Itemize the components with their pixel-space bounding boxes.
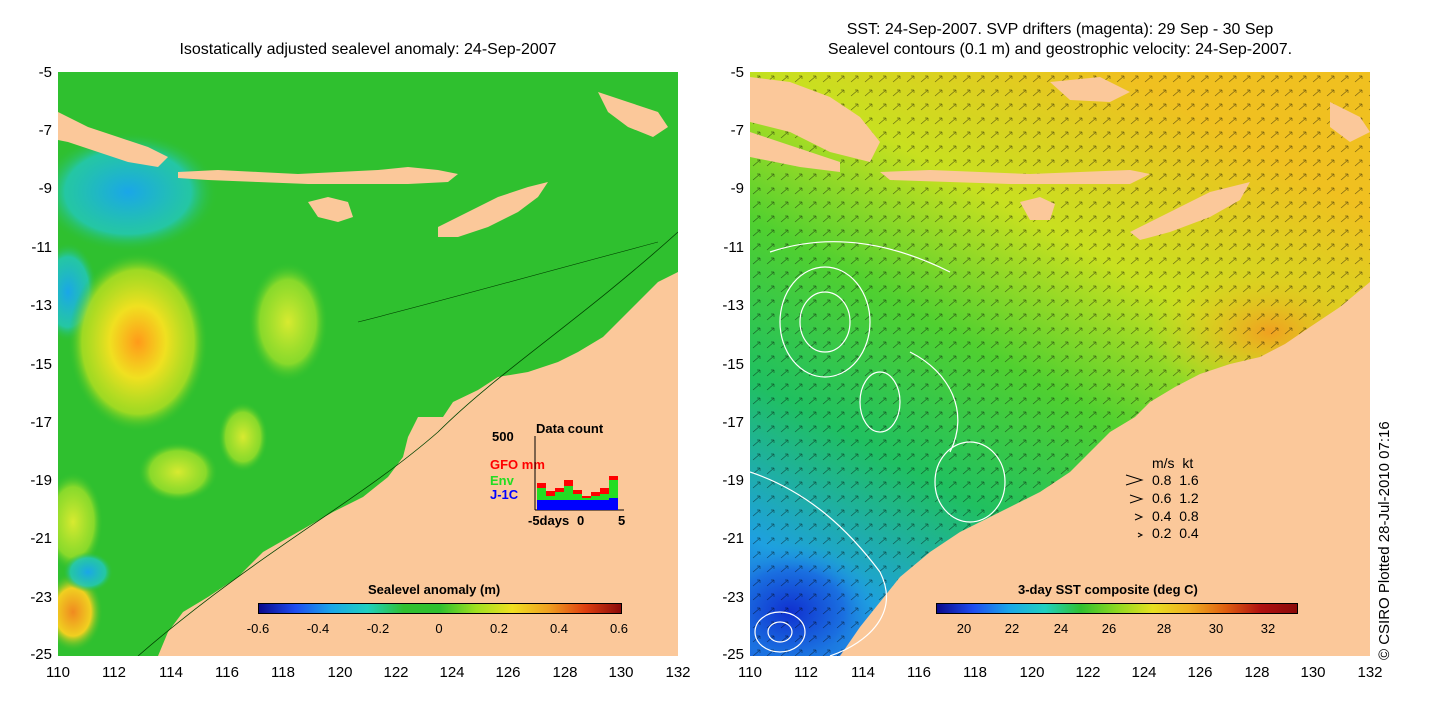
- left-y-tick: -15: [30, 356, 52, 373]
- right-y-tick: -21: [722, 530, 744, 547]
- right-cbar-tick: 28: [1156, 621, 1172, 636]
- right-colorbar-title: 3-day SST composite (deg C): [1018, 582, 1198, 597]
- right-y-tick: -17: [722, 414, 744, 431]
- left-x-tick: 120: [327, 664, 353, 681]
- right-y-tick: -7: [730, 122, 744, 139]
- inset-bars: [537, 476, 618, 510]
- left-y-tick: -23: [30, 589, 52, 606]
- left-cbar-tick: -0.6: [246, 621, 270, 636]
- left-y-tick: -13: [30, 297, 52, 314]
- right-y-tick: -23: [722, 589, 744, 606]
- inset-x-label-zero: 0: [577, 513, 585, 528]
- right-x-tick: 114: [851, 664, 875, 681]
- left-panel-title: Isostatically adjusted sealevel anomaly:…: [179, 41, 557, 58]
- left-x-tick: 128: [552, 664, 578, 681]
- velocity-legend-row: 0.2 0.4: [1152, 525, 1199, 541]
- left-map: [58, 72, 678, 656]
- right-x-tick: 124: [1131, 664, 1157, 681]
- left-x-tick: 130: [608, 664, 634, 681]
- left-y-tick: -5: [38, 64, 52, 81]
- right-x-tick: 120: [1019, 664, 1045, 681]
- inset-x-label-start: -5days: [528, 513, 570, 528]
- left-y-tick: -7: [38, 122, 52, 139]
- credit-text: © CSIRO Plotted 28-Jul-2010 07:16: [1376, 421, 1393, 660]
- left-x-tick: 124: [439, 664, 465, 681]
- left-y-tick: -19: [30, 472, 52, 489]
- left-x-tick: 126: [495, 664, 521, 681]
- left-cbar-tick: 0: [435, 621, 443, 636]
- left-y-tick: -9: [38, 180, 52, 197]
- left-cbar-tick: -0.2: [366, 621, 390, 636]
- right-x-tick: 112: [794, 664, 818, 681]
- inset-series-env: Env: [490, 473, 514, 488]
- left-y-tick: -21: [30, 530, 52, 547]
- right-cbar-tick: 32: [1260, 621, 1276, 636]
- right-y-tick: -9: [730, 180, 744, 197]
- right-y-tick: -19: [722, 472, 744, 489]
- right-y-tick: -25: [722, 646, 744, 663]
- left-y-tick: -17: [30, 414, 52, 431]
- right-x-tick: 130: [1300, 664, 1326, 681]
- velocity-legend-row: 0.8 1.6: [1152, 472, 1199, 488]
- right-map: [750, 72, 1370, 656]
- right-y-tick: -15: [722, 356, 744, 373]
- right-cbar-tick: 22: [1004, 621, 1020, 636]
- velocity-legend-arrows: [1125, 474, 1144, 538]
- right-x-tick: 116: [907, 664, 931, 681]
- left-x-tick: 114: [159, 664, 183, 681]
- left-colorbar-title: Sealevel anomaly (m): [368, 582, 501, 597]
- inset-series-gfo: GFO mm: [490, 457, 545, 472]
- inset-bar-chart: [534, 436, 624, 511]
- left-cbar-tick: 0.6: [609, 621, 629, 636]
- left-x-tick: 112: [102, 664, 126, 681]
- left-y-tick: -25: [30, 646, 52, 663]
- right-x-tick: 122: [1075, 664, 1101, 681]
- right-y-tick: -11: [723, 239, 744, 256]
- left-x-tick: 116: [215, 664, 239, 681]
- right-colorbar: [936, 603, 1298, 614]
- left-x-tick: 122: [383, 664, 409, 681]
- right-x-tick: 128: [1244, 664, 1270, 681]
- right-panel-title-line2: Sealevel contours (0.1 m) and geostrophi…: [827, 41, 1293, 58]
- sealevel-contours: [750, 240, 1006, 656]
- right-y-tick: -5: [730, 64, 744, 81]
- inset-title: Data count: [536, 421, 604, 436]
- right-x-tick: 126: [1187, 664, 1213, 681]
- velocity-legend-row: 0.4 0.8: [1152, 508, 1199, 524]
- left-cbar-tick: 0.2: [489, 621, 509, 636]
- velocity-legend-row: 0.6 1.2: [1152, 490, 1199, 506]
- left-colorbar: [258, 603, 622, 614]
- left-x-tick: 110: [46, 664, 70, 681]
- left-x-tick: 132: [665, 664, 691, 681]
- left-y-tick: -11: [31, 239, 52, 256]
- right-cbar-tick: 26: [1101, 621, 1117, 636]
- right-x-tick: 118: [963, 664, 987, 681]
- velocity-legend-header: m/s kt: [1152, 455, 1194, 471]
- inset-series-j1c: J-1C: [490, 487, 519, 502]
- right-x-tick: 110: [738, 664, 762, 681]
- inset-x-label-end: 5: [618, 513, 626, 528]
- right-y-tick: -13: [722, 297, 744, 314]
- left-x-tick: 118: [271, 664, 295, 681]
- right-panel-title-line1: SST: 24-Sep-2007. SVP drifters (magenta)…: [846, 21, 1274, 38]
- right-cbar-tick: 20: [956, 621, 972, 636]
- right-cbar-tick: 30: [1208, 621, 1224, 636]
- right-x-tick: 132: [1357, 664, 1383, 681]
- left-cbar-tick: 0.4: [549, 621, 569, 636]
- inset-ymax: 500: [492, 429, 514, 444]
- left-cbar-tick: -0.4: [306, 621, 330, 636]
- right-cbar-tick: 24: [1053, 621, 1069, 636]
